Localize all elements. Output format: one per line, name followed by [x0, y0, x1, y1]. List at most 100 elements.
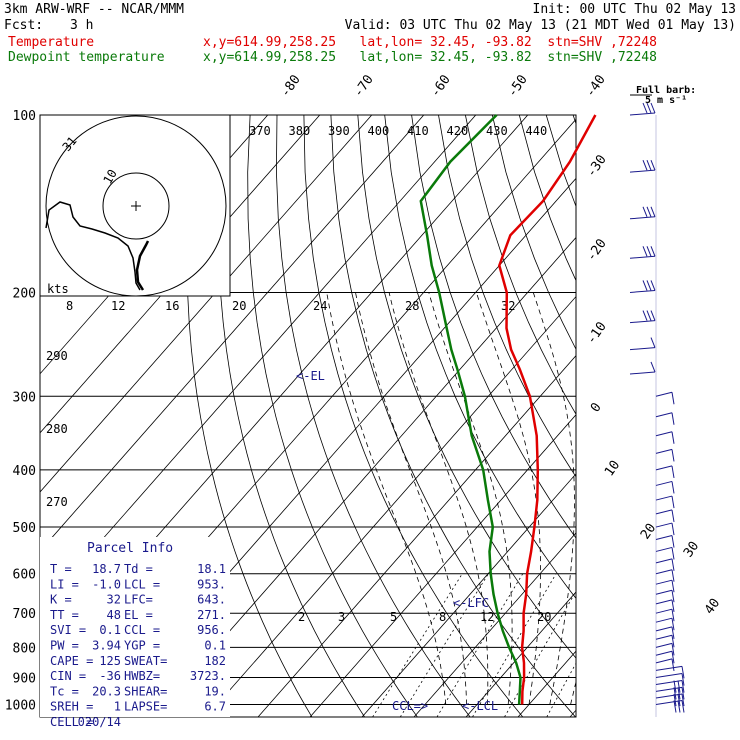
isotherm-label: 20 — [638, 521, 659, 542]
hodograph-ring-outer — [45, 115, 227, 297]
isotherm-line — [622, 115, 740, 717]
parcel-info-cell: 6.7 — [204, 700, 226, 714]
parcel-info-cell: CCL = — [124, 623, 160, 637]
theta-label: 420 — [447, 124, 469, 138]
dewpoint-legend: Dewpoint temperature — [8, 50, 165, 65]
parcel-info-cell: LFC= — [124, 593, 153, 607]
isotherm-label: -30 — [584, 152, 610, 180]
mixing-ratio-line — [504, 590, 576, 717]
mixing-ratio-label: 2 — [298, 610, 305, 624]
mixing-ratio-label: 24 — [313, 299, 327, 313]
parcel-info-title: Parcel Info — [87, 541, 173, 556]
parcel-info-cell: SREH = — [50, 700, 93, 714]
mixing-ratio-label: 12 — [480, 610, 494, 624]
parcel-info-cell: CAPE = — [50, 654, 93, 668]
dry-adiabat — [247, 115, 418, 717]
pressure-label: 200 — [13, 286, 36, 301]
model-title: 3km ARW-WRF -- NCAR/MMM — [4, 2, 185, 17]
parcel-info-cell: YGP = — [124, 639, 160, 653]
parcel-info-cell: Td = — [124, 562, 153, 576]
init-time: Init: 00 UTC Thu 02 May 13 — [532, 2, 737, 17]
dry-adiabat — [330, 115, 576, 717]
wind-barb — [655, 673, 683, 679]
parcel-info-cell: 48 — [107, 608, 121, 622]
moist-adiabat — [591, 293, 665, 705]
parcel-info-cell: T = — [50, 562, 72, 576]
mixing-ratio-label: 8 — [66, 299, 73, 313]
parcel-info-cell: SVI = — [50, 623, 86, 637]
wind-barb — [655, 650, 673, 656]
ccl-marker: CCL=> — [392, 699, 428, 713]
isotherm-line — [40, 115, 373, 493]
theta-side-label: 270 — [46, 495, 68, 509]
wind-barb — [655, 509, 673, 515]
el-marker: <-EL — [296, 369, 325, 383]
mixing-ratio-label: 20 — [537, 610, 551, 624]
wind-barb — [655, 448, 673, 454]
dry-adiabat — [572, 115, 576, 126]
dry-adiabat — [491, 115, 576, 351]
parcel-info-panel: Parcel Info T = 18.7 Td = 18.1 LI = -1.0 LCL =… — [40, 537, 230, 729]
moist-adiabat — [532, 292, 575, 705]
wind-barb — [655, 546, 673, 552]
parcel-info-cell: SHEAR= — [124, 684, 167, 698]
mixing-ratio-line — [472, 573, 557, 717]
wind-barb — [655, 599, 673, 605]
parcel-info-cell: LAPSE= — [124, 700, 167, 714]
mixing-ratio-label: 12 — [111, 299, 125, 313]
theta-side-label: 280 — [46, 422, 68, 436]
temperature-legend: Temperature — [8, 35, 95, 50]
mixing-ratio-label: 16 — [165, 299, 179, 313]
pressure-label: 500 — [13, 521, 36, 536]
valid-time: Valid: 03 UTC Thu 02 May 13 (21 MDT Wed … — [344, 18, 736, 33]
wind-barb — [655, 617, 673, 623]
theta-label: 440 — [526, 124, 548, 138]
parcel-info-cell: 643. — [197, 593, 226, 607]
isotherm-line — [674, 115, 740, 717]
dry-adiabat — [217, 115, 365, 717]
isotherm-line — [361, 473, 576, 717]
mixing-ratio-label: 8 — [439, 610, 446, 624]
parcel-info-cell: -1.0 — [92, 577, 121, 591]
hodograph-ring-label-inner: 10 — [100, 167, 119, 187]
parcel-info-cell: 0.1 — [99, 623, 121, 637]
pressure-label: 700 — [13, 607, 36, 622]
wind-barb — [629, 289, 656, 293]
dry-adiabat — [411, 115, 576, 539]
isotherm-line — [40, 115, 321, 434]
isotherm-line — [465, 591, 576, 717]
dry-adiabat — [654, 115, 740, 717]
pressure-label: 400 — [13, 464, 36, 479]
mixing-ratio-label: 5 — [390, 610, 397, 624]
moist-adiabat — [388, 292, 489, 705]
wind-barb — [655, 626, 673, 632]
theta-label: 380 — [289, 124, 311, 138]
moist-adiabat — [612, 293, 721, 705]
dry-adiabat — [681, 115, 740, 717]
parcel-info-cell: 3.94 — [92, 639, 121, 653]
wind-barb — [629, 255, 656, 259]
dry-adiabat — [438, 115, 576, 478]
isotherm-label: 10 — [602, 458, 623, 479]
wind-barb — [629, 320, 656, 324]
mixing-ratio-line — [436, 573, 524, 717]
parcel-info-cell: SWEAT= — [124, 654, 167, 668]
theta-label: 410 — [407, 124, 429, 138]
parcel-info-cell: 32 — [107, 593, 121, 607]
isotherm-line — [413, 532, 576, 717]
isotherm-label: 40 — [702, 596, 723, 617]
parcel-info-cell: 956. — [197, 623, 226, 637]
mixing-ratio-label: 20 — [232, 299, 246, 313]
dry-adiabat — [600, 115, 740, 717]
parcel-info-cell: 19. — [204, 684, 226, 698]
dry-adiabat — [275, 115, 471, 717]
pressure-label: 100 — [13, 109, 36, 124]
theta-label: 430 — [486, 124, 508, 138]
parcel-info-cell: CIN = — [50, 669, 86, 683]
temperature-location: x,y=614.99,258.25 lat,lon= 32.45, -93.82… — [203, 35, 657, 50]
dry-adiabat — [627, 115, 740, 717]
wind-barb — [655, 658, 673, 664]
mixing-ratio-label: 28 — [405, 299, 419, 313]
dewpoint-profile — [419, 114, 522, 705]
parcel-info-cell: EL = — [124, 608, 153, 622]
